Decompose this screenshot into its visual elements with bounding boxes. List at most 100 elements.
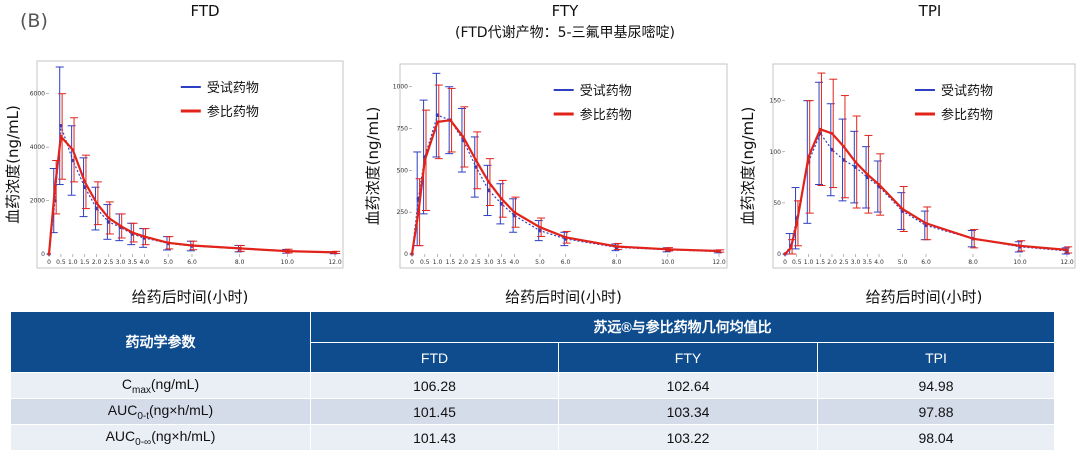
x-tick-label: 1.0 (804, 259, 814, 266)
x-tick-label: 1.5 (80, 259, 90, 266)
data-point (901, 207, 904, 211)
data-point (538, 225, 542, 229)
data-point (500, 197, 503, 201)
data-point (238, 246, 242, 250)
data-point (423, 158, 427, 162)
series-line-test (48, 125, 336, 255)
series-line-reference (784, 127, 1068, 255)
data-point (512, 210, 516, 214)
x-tick-label: 8.0 (235, 259, 245, 266)
panel-label: (B) (20, 10, 48, 32)
plot-frame (772, 63, 1076, 269)
x-tick-label: 3.0 (851, 259, 861, 266)
x-tick-label: 6.0 (187, 259, 197, 266)
x-tick-label: 3.0 (484, 259, 494, 266)
data-point (95, 201, 99, 205)
legend-label: 参比药物 (941, 107, 993, 123)
x-tick-label: 0.5 (56, 259, 66, 266)
data-point (59, 135, 63, 138)
x-axis-title: 给药后时间(小时) (505, 288, 622, 306)
x-tick-label: 2.0 (827, 259, 837, 266)
x-tick-label: 12.0 (328, 259, 342, 266)
y-axis-title: 血药浓度(ng/mL) (364, 107, 382, 226)
x-tick-label: 6.0 (561, 259, 571, 266)
data-point (842, 145, 846, 149)
x-tick-label: 2.5 (104, 259, 114, 266)
column-header-tpi: TPI (817, 342, 1055, 373)
data-point (461, 135, 465, 139)
series-line-test (784, 132, 1068, 255)
x-axis-title: 给药后时间(小时) (132, 288, 249, 306)
data-point (131, 231, 134, 235)
y-tick-label: 0 (404, 251, 408, 258)
legend-label: 参比药物 (207, 104, 259, 120)
x-tick-label: 2.5 (471, 259, 481, 266)
chart-title-fty: FTY (551, 2, 579, 20)
data-point (285, 249, 289, 253)
x-tick-label: 12.0 (1060, 259, 1074, 266)
data-point (448, 118, 452, 122)
table-row: AUC0-t(ng×h/mL) 101.45 103.34 97.88 (10, 398, 1055, 425)
value-cell: 98.04 (817, 424, 1055, 451)
x-tick-label: 8.0 (612, 259, 622, 266)
data-point (865, 172, 869, 176)
param-cell: Cmax(ng/mL) (10, 372, 311, 399)
chart-title-ftd: FTD (190, 2, 220, 20)
y-tick-label: 250 (397, 209, 409, 216)
value-cell: 102.64 (558, 372, 818, 399)
data-point (971, 237, 975, 241)
data-point (877, 183, 881, 186)
data-point (924, 221, 928, 225)
x-tick-label: 1.5 (446, 259, 456, 266)
y-tick-label: 750 (397, 126, 409, 133)
x-tick-label: 2.0 (458, 259, 468, 266)
x-tick-label: 3.5 (128, 259, 138, 266)
legend-label: 参比药物 (580, 107, 632, 123)
data-point (854, 160, 857, 164)
data-point (119, 224, 122, 228)
data-point (830, 131, 834, 135)
data-point (807, 155, 810, 159)
param-cell: AUC0-t(ng×h/mL) (10, 398, 311, 425)
x-tick-label: 0.5 (792, 259, 802, 266)
data-point (416, 210, 420, 214)
y-tick-label: 100 (770, 149, 782, 156)
legend-label: 受试药物 (580, 84, 632, 99)
data-point (789, 246, 793, 250)
data-point (615, 245, 619, 248)
table-row: AUC0-∞(ng×h/mL) 101.43 103.22 98.04 (10, 424, 1055, 451)
param-cell: AUC0-∞(ng×h/mL) (10, 424, 311, 451)
chart-subtitle-fty: (FTD代谢产物：5-三氟甲基尿嘧啶) (454, 25, 676, 41)
data-point (818, 127, 822, 131)
x-tick-label: 0 (410, 259, 414, 266)
x-tick-label: 2.0 (92, 259, 102, 266)
series-line-reference (47, 133, 336, 255)
x-tick-label: 3.5 (862, 259, 872, 266)
chart-tpi: 0 50 100 150 0 0.5 1.0 1.5 2.0 2.5 3.0 3.5 4.0 5.0 6.0… (739, 63, 1076, 306)
x-tick-label: 1.0 (68, 259, 78, 266)
data-point (53, 185, 57, 189)
legend-label: 受试药物 (941, 84, 993, 99)
x-tick-label: 0.5 (420, 259, 430, 266)
x-tick-label: 4.0 (510, 259, 520, 266)
x-axis-title: 给药后时间(小时) (866, 288, 983, 306)
data-point (71, 148, 75, 152)
chart-ftd: 0 2000 4000 6000 0 0.5 1.0 1.5 2.0 2.5 3.0 3.5 4.0 5.… (4, 60, 344, 306)
data-point (436, 120, 439, 124)
data-point (142, 235, 146, 239)
x-tick-label: 1.0 (433, 259, 443, 266)
x-tick-label: 4.0 (140, 259, 150, 266)
series-line-reference (410, 119, 720, 255)
data-point (564, 235, 567, 239)
plot-frame (399, 63, 728, 269)
row-header: 药动学参数 (10, 311, 311, 373)
legend-label: 受试药物 (207, 81, 259, 96)
x-tick-label: 10.0 (1013, 259, 1027, 266)
data-point (487, 180, 491, 184)
data-point (1018, 244, 1022, 248)
data-point (795, 221, 799, 225)
data-point (474, 158, 478, 162)
x-tick-label: 12.0 (712, 259, 726, 266)
x-tick-label: 3.0 (116, 259, 126, 266)
data-point (190, 244, 194, 247)
